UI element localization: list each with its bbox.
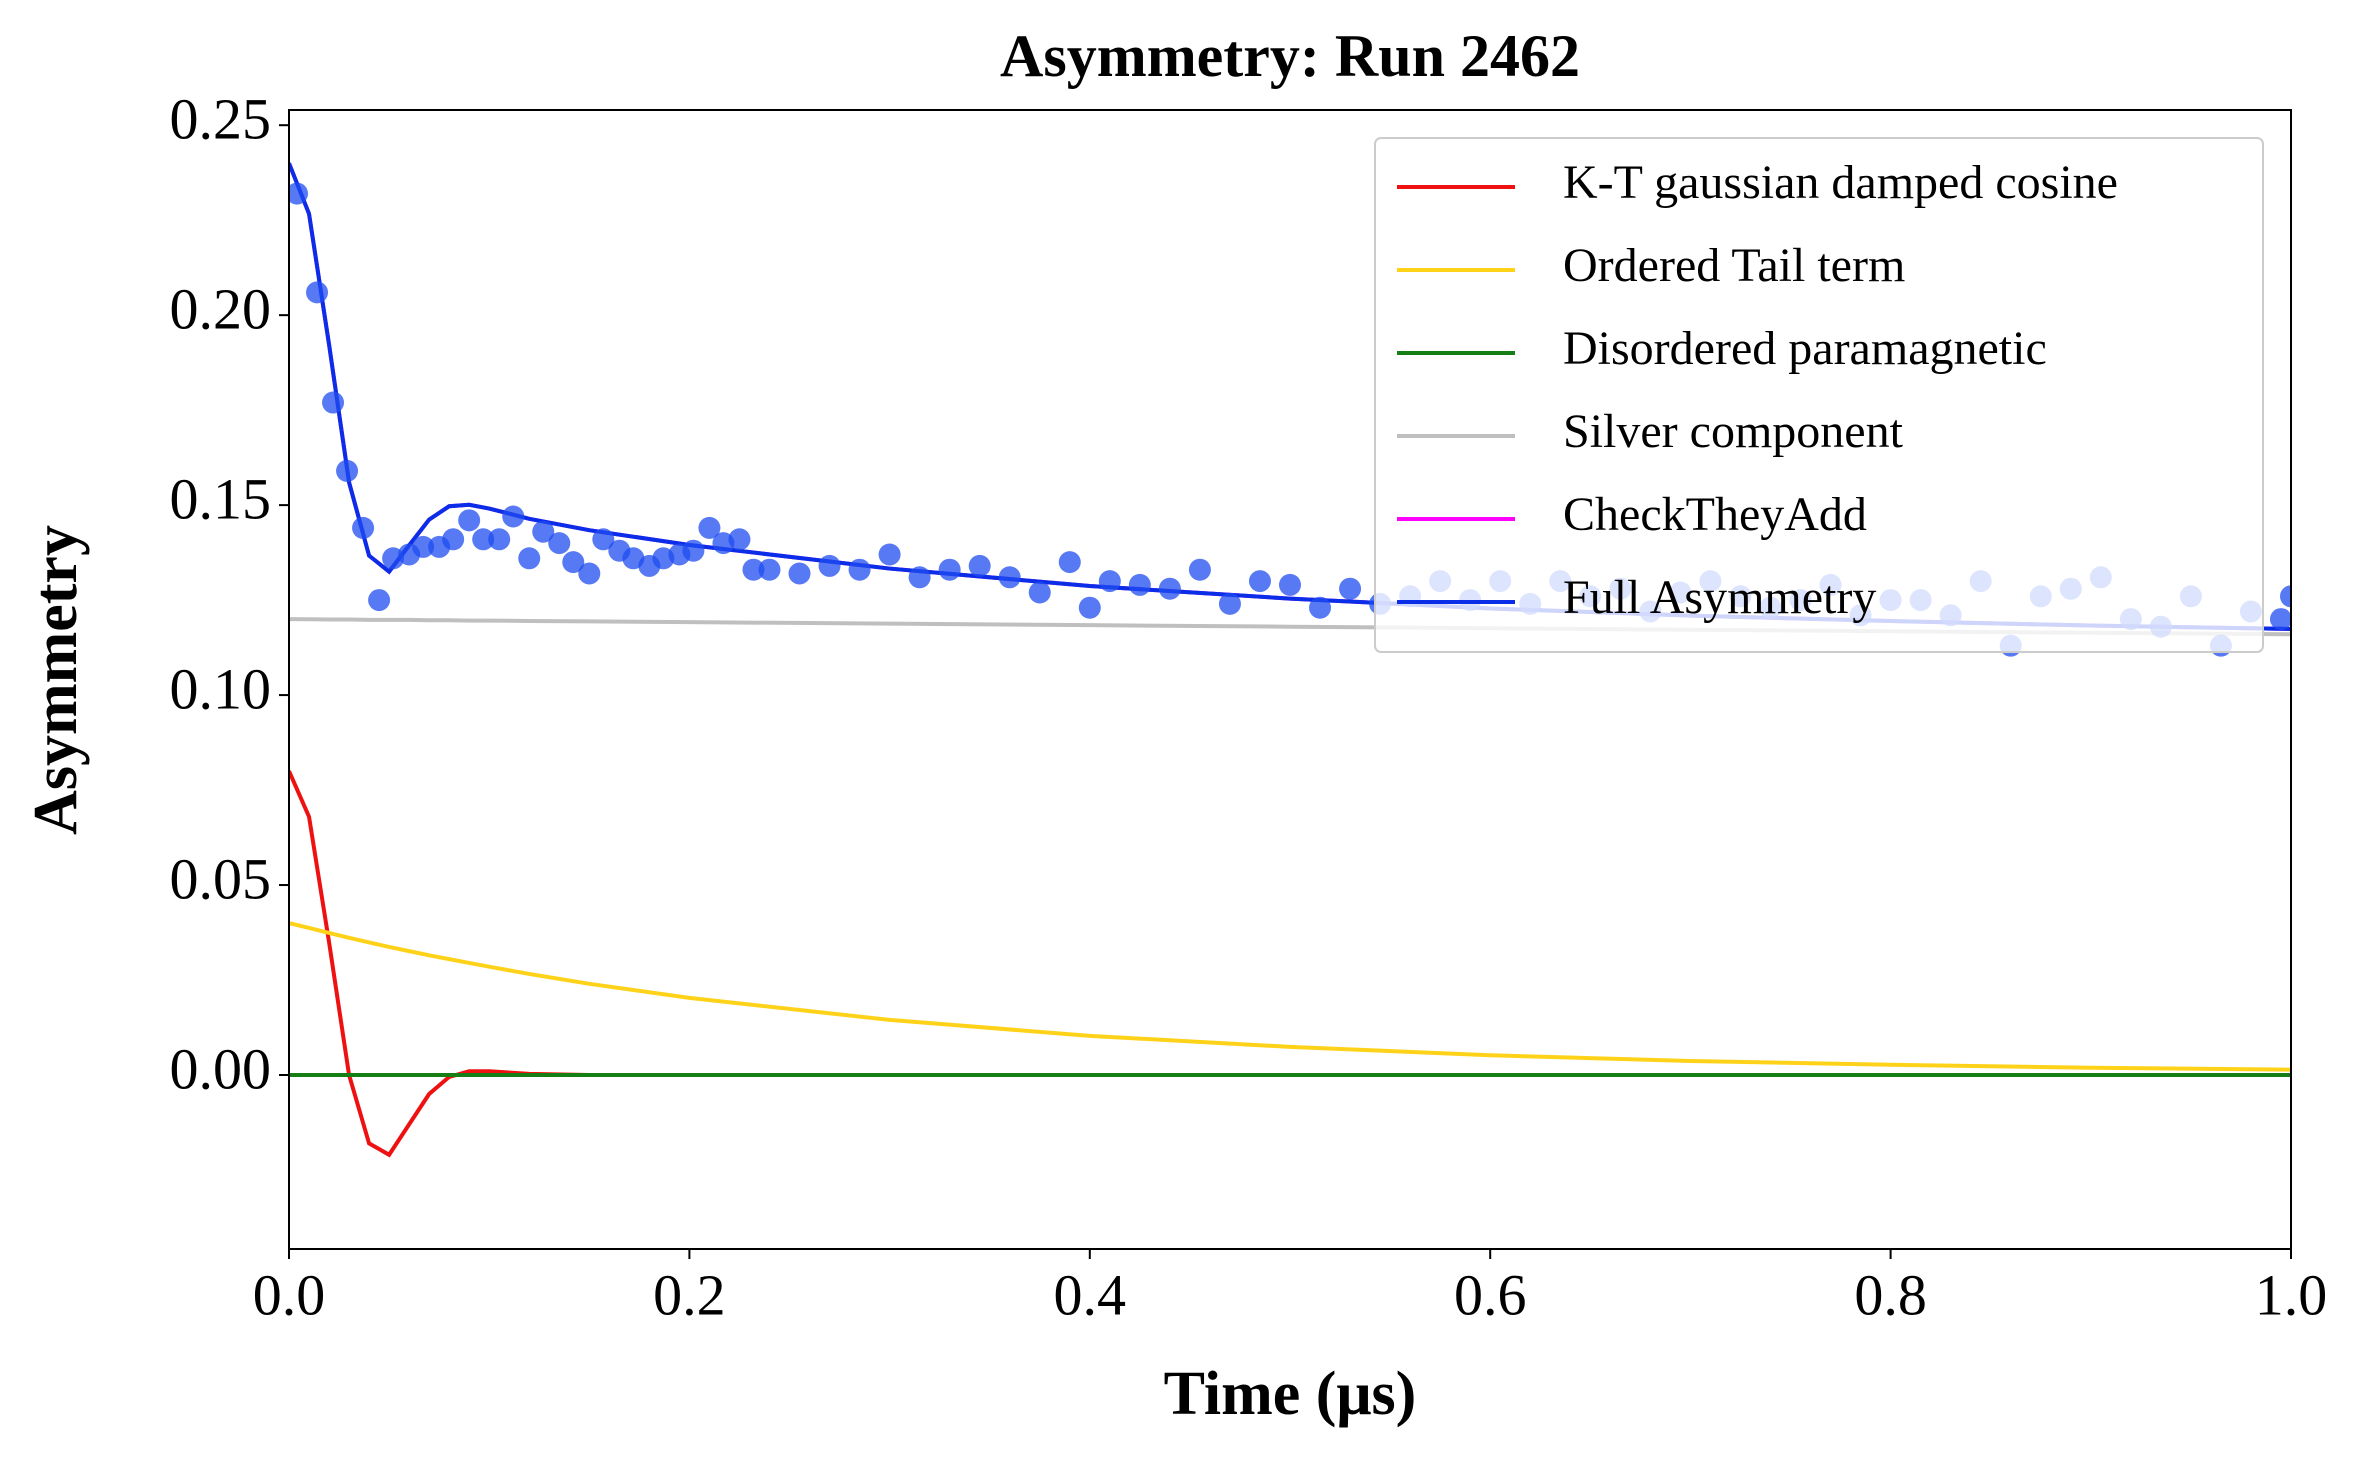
y-tick-label: 0.05	[170, 846, 272, 911]
data-point	[1028, 581, 1051, 604]
data-point	[1058, 551, 1081, 574]
data-point	[788, 562, 811, 585]
data-point	[1279, 573, 1301, 596]
x-tick-label: 0.8	[1854, 1262, 1927, 1327]
data-point	[442, 528, 465, 551]
data-point	[532, 520, 555, 543]
data-point	[2269, 608, 2291, 631]
x-tick-label: 0.0	[253, 1262, 326, 1327]
data-point	[352, 516, 375, 539]
data-point	[968, 554, 991, 577]
data-point	[458, 509, 481, 532]
x-tick-label: 0.4	[1054, 1262, 1127, 1327]
data-point	[908, 566, 931, 589]
y-tick-label: 0.25	[170, 87, 272, 152]
data-point	[578, 562, 601, 585]
data-point	[472, 528, 495, 551]
data-point	[306, 281, 329, 304]
y-tick-label: 0.10	[170, 656, 272, 721]
plot-frame	[288, 109, 2292, 1250]
data-point	[1158, 577, 1181, 600]
y-tick-label: 0.20	[170, 276, 272, 341]
data-point	[682, 539, 705, 562]
legend-label: Silver component	[1563, 405, 1904, 458]
y-tick-label: 0.00	[170, 1036, 272, 1101]
data-point	[698, 516, 721, 539]
data-point	[412, 535, 435, 558]
legend-label: CheckTheyAdd	[1563, 488, 1867, 541]
data-point	[1098, 570, 1121, 593]
data-point	[368, 589, 391, 612]
data-point	[998, 566, 1021, 589]
data-point	[548, 532, 571, 555]
data-point	[758, 558, 781, 581]
data-point	[728, 528, 751, 551]
data-point	[938, 558, 961, 581]
legend: K-T gaussian damped cosine Ordered Tail t…	[1374, 137, 2264, 653]
x-axis-label: Time (μs)	[1164, 1360, 1417, 1428]
x-tick-label: 0.2	[653, 1262, 726, 1327]
chart-title: Asymmetry: Run 2462	[1000, 23, 1580, 89]
data-point	[336, 459, 359, 482]
legend-label: K-T gaussian damped cosine	[1563, 156, 2118, 209]
data-point	[848, 558, 871, 581]
legend-label: Ordered Tail term	[1563, 239, 1905, 292]
series-line	[289, 921, 2291, 1072]
data-point	[878, 543, 901, 566]
legend-label: Disordered paramagnetic	[1563, 322, 2047, 375]
data-point	[1188, 558, 1211, 581]
legend-box	[1374, 137, 2264, 653]
data-point	[2280, 585, 2291, 608]
x-tick-label: 1.0	[2255, 1262, 2328, 1327]
data-point	[488, 528, 511, 551]
data-point	[322, 391, 345, 414]
data-point	[818, 554, 841, 577]
data-point	[1128, 573, 1151, 596]
data-point	[1339, 577, 1362, 600]
data-point	[502, 505, 525, 528]
y-tick-label: 0.15	[170, 466, 272, 531]
data-point	[592, 528, 615, 551]
data-point	[1078, 596, 1101, 619]
data-point	[289, 182, 309, 205]
data-point	[1309, 596, 1332, 619]
data-point	[562, 551, 585, 574]
data-point	[742, 558, 765, 581]
x-tick-label: 0.6	[1454, 1262, 1527, 1327]
data-point	[518, 547, 541, 570]
data-point	[1248, 570, 1271, 593]
y-axis-label: Asymmetry	[22, 525, 90, 835]
data-point	[1218, 592, 1241, 615]
legend-label: Full Asymmetry	[1563, 571, 1876, 624]
